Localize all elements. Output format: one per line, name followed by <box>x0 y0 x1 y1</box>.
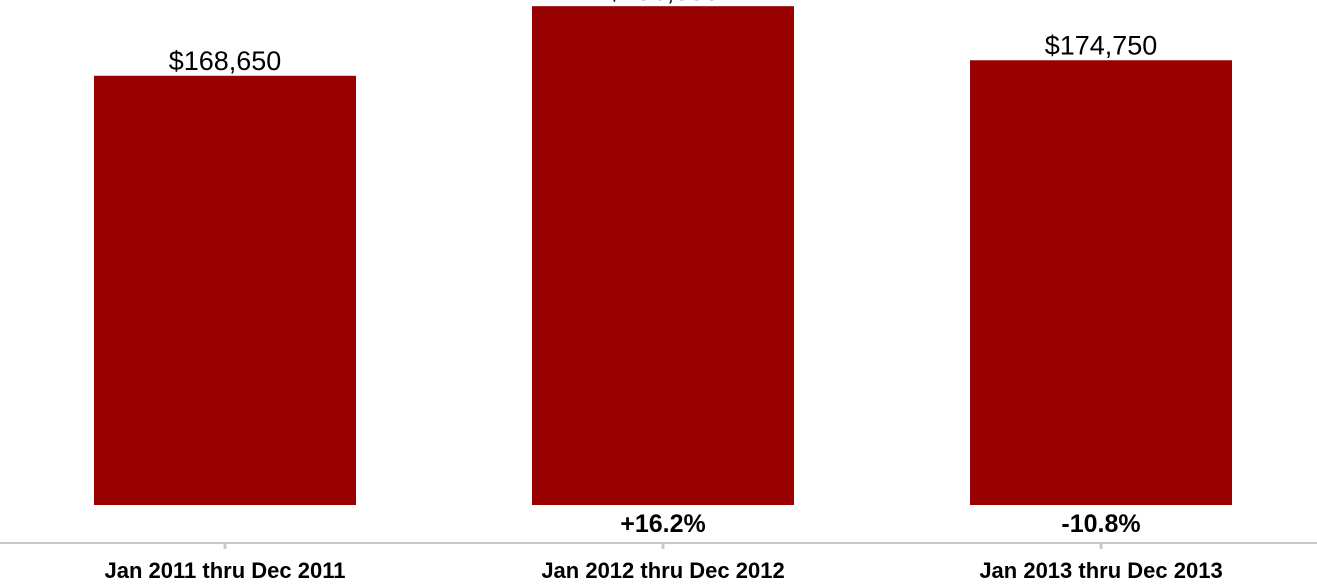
bar-value-label: $168,650 <box>169 46 282 76</box>
percent-change-label: +16.2% <box>620 510 706 538</box>
x-tick-label: Jan 2013 thru Dec 2013 <box>979 558 1222 583</box>
bar <box>94 75 356 505</box>
x-tick-label: Jan 2011 thru Dec 2011 <box>105 558 346 583</box>
bar <box>532 6 794 506</box>
bar-value-label: $196,000 <box>607 0 720 6</box>
x-axis-ticks <box>223 543 1103 549</box>
value-labels-group: $168,650 $196,000 $174,750 <box>169 0 1158 76</box>
bar <box>970 60 1232 505</box>
category-labels-group: Jan 2011 thru Dec 2011 Jan 2012 thru Dec … <box>105 558 1223 583</box>
percent-change-label: -10.8% <box>1061 510 1140 538</box>
bars-group <box>94 6 1232 506</box>
x-tick-label: Jan 2012 thru Dec 2012 <box>541 558 784 583</box>
change-labels-group: +16.2% -10.8% <box>620 510 1140 538</box>
bar-value-label: $174,750 <box>1045 30 1158 60</box>
